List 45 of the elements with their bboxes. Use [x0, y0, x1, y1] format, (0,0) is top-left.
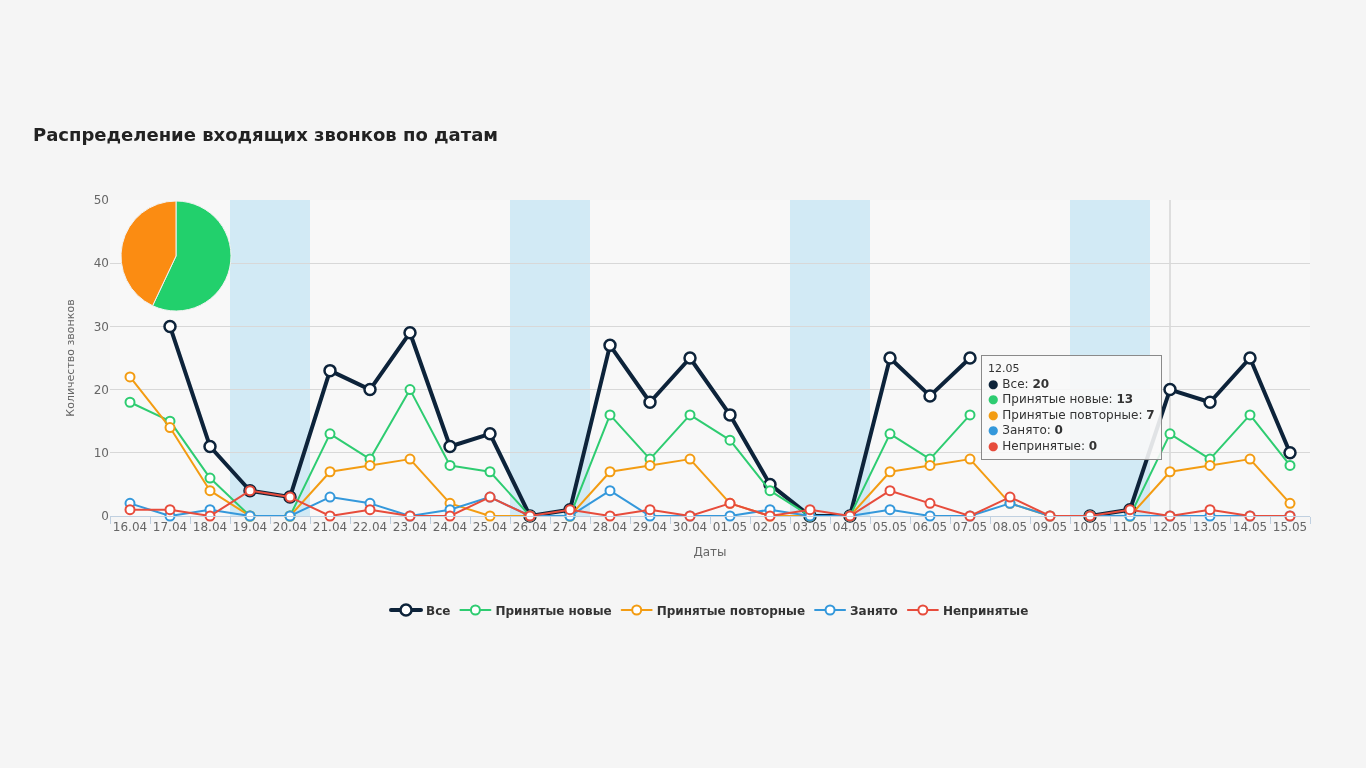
chart-title: Распределение входящих звонков по датам — [33, 124, 498, 146]
x-tick-label: 20.04 — [272, 520, 308, 535]
x-axis-title: Даты — [693, 545, 727, 560]
x-tick-label: 07.05 — [952, 520, 988, 535]
x-tick-label: 22.04 — [352, 520, 388, 535]
legend-label: Принятые повторные — [656, 603, 806, 618]
x-tick-label: 05.05 — [872, 520, 908, 535]
x-tick-label: 02.05 — [752, 520, 788, 535]
x-tick-label: 08.05 — [992, 520, 1028, 535]
x-tick-label: 03.05 — [792, 520, 828, 535]
x-tick-label: 29.04 — [632, 520, 668, 535]
y-tick-label: 40 — [93, 256, 109, 271]
x-tick-label: 21.04 — [312, 520, 348, 535]
y-tick-label: 0 — [101, 509, 109, 524]
legend-label: Все — [426, 603, 451, 618]
y-tick-label: 20 — [93, 382, 109, 397]
x-tick-label: 17.04 — [152, 520, 188, 535]
legend-label: Занято — [850, 603, 898, 618]
text: 12.05 ● Все: 20 ● Принятые новые: 13 ● Принятые повторные: 7 ● Занято: 0 ● Непринятые: 0 — [988, 362, 1155, 453]
x-tick-label: 24.04 — [432, 520, 468, 535]
y-tick-label: 30 — [93, 319, 109, 334]
x-tick-label: 26.04 — [512, 520, 548, 535]
x-tick-label: 25.04 — [472, 520, 508, 535]
x-tick-label: 16.04 — [112, 520, 148, 535]
legend-label: Непринятые — [942, 603, 1029, 618]
x-tick-label: 10.05 — [1072, 520, 1108, 535]
x-tick-label: 12.05 — [1152, 520, 1188, 535]
legend-label: Принятые новые — [495, 603, 612, 618]
x-tick-label: 06.05 — [912, 520, 948, 535]
x-tick-label: 30.04 — [672, 520, 708, 535]
y-tick-label: 10 — [93, 446, 109, 460]
x-tick-label: 01.05 — [712, 520, 748, 535]
x-tick-label: 15.05 — [1272, 520, 1308, 535]
x-tick-label: 11.05 — [1112, 520, 1148, 535]
x-tick-label: 19.04 — [232, 520, 268, 535]
x-tick-label: 14.05 — [1232, 520, 1268, 535]
x-tick-label: 23.04 — [392, 520, 428, 535]
x-tick-label: 04.05 — [832, 520, 868, 535]
x-tick-label: 27.04 — [552, 520, 588, 535]
y-axis-title: Количество звонков — [64, 299, 78, 417]
x-tick-label: 09.05 — [1032, 520, 1068, 535]
x-tick-label: 28.04 — [592, 520, 628, 535]
x-tick-label: 18.04 — [192, 520, 228, 535]
x-tick-label: 13.05 — [1192, 520, 1228, 535]
y-tick-label: 50 — [93, 193, 109, 208]
